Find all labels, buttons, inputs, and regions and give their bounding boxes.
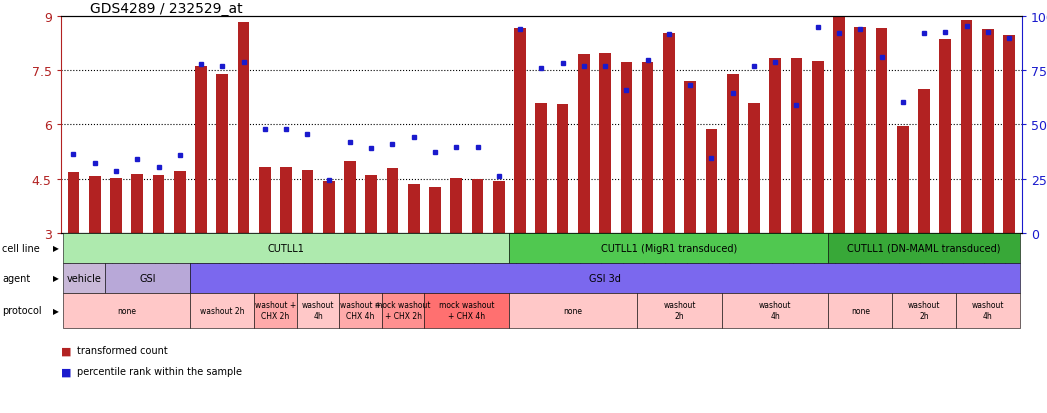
- Bar: [471, 180, 484, 233]
- Text: CUTLL1: CUTLL1: [268, 243, 305, 253]
- Text: cell line: cell line: [2, 243, 40, 253]
- Bar: [833, 18, 845, 233]
- Bar: [110, 178, 121, 233]
- Bar: [749, 103, 760, 233]
- Bar: [621, 63, 632, 233]
- Bar: [939, 40, 951, 233]
- Bar: [89, 176, 101, 233]
- Bar: [322, 182, 334, 233]
- Text: CUTLL1 (MigR1 transduced): CUTLL1 (MigR1 transduced): [601, 243, 737, 253]
- Text: mock washout
+ CHX 2h: mock washout + CHX 2h: [375, 301, 430, 320]
- Bar: [132, 174, 143, 233]
- Bar: [195, 66, 207, 233]
- Text: washout
4h: washout 4h: [759, 301, 792, 320]
- Bar: [811, 62, 824, 233]
- Text: ▶: ▶: [52, 244, 59, 253]
- Bar: [706, 129, 717, 233]
- Bar: [875, 29, 888, 233]
- Bar: [535, 103, 548, 233]
- Text: agent: agent: [2, 273, 30, 283]
- Bar: [344, 162, 356, 233]
- Text: transformed count: transformed count: [77, 346, 169, 356]
- Bar: [386, 169, 398, 233]
- Bar: [578, 55, 589, 233]
- Text: ■: ■: [61, 366, 71, 376]
- Bar: [663, 34, 674, 233]
- Text: washout
2h: washout 2h: [663, 301, 696, 320]
- Text: washout
2h: washout 2h: [908, 301, 940, 320]
- Bar: [514, 29, 526, 233]
- Bar: [302, 170, 313, 233]
- Bar: [961, 21, 973, 233]
- Bar: [557, 105, 569, 233]
- Bar: [153, 176, 164, 233]
- Bar: [238, 23, 249, 233]
- Text: GSI 3d: GSI 3d: [589, 273, 621, 283]
- Bar: [982, 30, 994, 233]
- Bar: [408, 185, 420, 233]
- Bar: [174, 171, 185, 233]
- Text: ▶: ▶: [52, 306, 59, 315]
- Text: washout
4h: washout 4h: [302, 301, 334, 320]
- Bar: [493, 182, 505, 233]
- Text: washout
4h: washout 4h: [972, 301, 1004, 320]
- Bar: [727, 75, 738, 233]
- Bar: [365, 176, 377, 233]
- Text: ■: ■: [61, 346, 71, 356]
- Bar: [259, 167, 271, 233]
- Bar: [685, 82, 696, 233]
- Text: none: none: [851, 306, 870, 315]
- Bar: [897, 127, 909, 233]
- Bar: [854, 28, 866, 233]
- Bar: [770, 59, 781, 233]
- Bar: [918, 90, 930, 233]
- Bar: [599, 53, 611, 233]
- Text: washout +
CHX 4h: washout + CHX 4h: [340, 301, 381, 320]
- Text: CUTLL1 (DN-MAML transduced): CUTLL1 (DN-MAML transduced): [847, 243, 1001, 253]
- Bar: [429, 187, 441, 233]
- Bar: [68, 173, 80, 233]
- Bar: [281, 168, 292, 233]
- Bar: [642, 63, 653, 233]
- Text: GDS4289 / 232529_at: GDS4289 / 232529_at: [90, 2, 242, 16]
- Text: protocol: protocol: [2, 305, 42, 316]
- Text: none: none: [117, 306, 136, 315]
- Bar: [1003, 36, 1015, 233]
- Bar: [217, 75, 228, 233]
- Text: vehicle: vehicle: [67, 273, 102, 283]
- Text: ▶: ▶: [52, 273, 59, 282]
- Text: washout +
CHX 2h: washout + CHX 2h: [254, 301, 296, 320]
- Text: percentile rank within the sample: percentile rank within the sample: [77, 366, 243, 376]
- Text: mock washout
+ CHX 4h: mock washout + CHX 4h: [439, 301, 494, 320]
- Bar: [790, 59, 802, 233]
- Text: GSI: GSI: [139, 273, 156, 283]
- Text: washout 2h: washout 2h: [200, 306, 245, 315]
- Text: none: none: [563, 306, 583, 315]
- Bar: [450, 178, 462, 233]
